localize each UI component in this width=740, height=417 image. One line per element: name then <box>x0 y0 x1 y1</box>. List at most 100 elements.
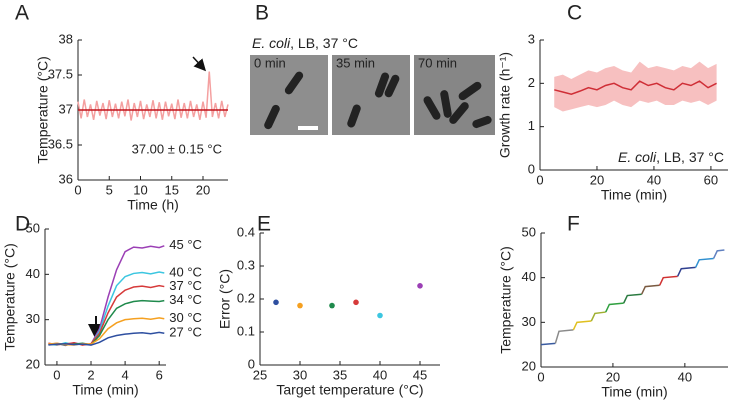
annotation-italic: E. coli <box>618 149 657 165</box>
y-tick-label: 50 <box>26 220 40 235</box>
point <box>417 283 423 289</box>
x-tick-label: 10 <box>133 182 147 197</box>
title-italic: E. coli <box>252 35 291 51</box>
line <box>605 302 624 313</box>
x-tick-label: 40 <box>373 367 387 382</box>
y-axis-label: Temperature (°C) <box>2 243 18 351</box>
point <box>297 302 303 309</box>
y-tick-label: 0.3 <box>237 257 255 272</box>
series-label: 34 °C <box>169 292 202 307</box>
y-tick-label: 30 <box>522 314 536 329</box>
line <box>48 271 165 346</box>
y-tick-label: 3 <box>528 31 535 46</box>
line <box>676 266 696 277</box>
series-label: 37 °C <box>169 278 202 293</box>
y-axis-label: Temperature (°C) <box>35 56 51 164</box>
x-axis-label: Time (min) <box>72 382 138 398</box>
cell <box>374 72 390 98</box>
series-label: 45 °C <box>169 237 202 252</box>
series-label: 27 °C <box>169 325 202 340</box>
frame-label: 70 min <box>418 55 457 70</box>
panel-letter: A <box>15 2 29 25</box>
x-tick-label: 5 <box>106 182 113 197</box>
y-tick-label: 0.4 <box>237 224 255 239</box>
line <box>554 329 574 344</box>
line <box>48 284 165 346</box>
y-tick-label: 1 <box>528 118 535 133</box>
point <box>329 302 335 309</box>
cell <box>347 104 361 128</box>
x-tick-label: 30 <box>293 367 307 382</box>
cell <box>264 104 280 130</box>
x-tick-label: 0 <box>74 182 81 197</box>
y-tick-label: 50 <box>522 224 536 239</box>
series-label: 40 °C <box>169 264 202 279</box>
x-tick-label: 4 <box>121 367 128 382</box>
point <box>273 299 279 306</box>
y-tick-label: 2 <box>528 75 535 90</box>
line <box>712 249 725 259</box>
frame-label: 35 min <box>336 55 375 70</box>
y-tick-label: 20 <box>522 358 536 373</box>
cell <box>284 71 304 95</box>
x-axis-label: Time (h) <box>127 197 179 213</box>
series-label: 30 °C <box>169 310 202 325</box>
annotation-text: , LB, 37 °C <box>656 149 724 165</box>
y-tick-label: 37 <box>59 101 73 116</box>
x-axis-label: Time (min) <box>601 187 667 203</box>
y-tick-label: 0 <box>528 161 535 176</box>
line <box>623 293 642 304</box>
cell <box>440 90 452 118</box>
y-tick-label: 0.1 <box>237 323 255 338</box>
y-tick-label: 40 <box>522 269 536 284</box>
point <box>377 312 383 319</box>
line <box>694 257 714 268</box>
panel-letter: D <box>15 213 30 236</box>
panel-letter: C <box>567 2 582 25</box>
title-text: , LB, 37 °C <box>290 35 358 51</box>
cell <box>458 81 482 101</box>
arrow <box>192 56 207 72</box>
line <box>590 311 606 322</box>
x-tick-label: 25 <box>253 367 267 382</box>
y-tick-label: 0 <box>248 356 255 371</box>
cell <box>423 96 441 120</box>
x-tick-label: 35 <box>333 367 347 382</box>
band <box>554 61 717 112</box>
frame-label: 0 min <box>254 55 286 70</box>
panel-letter: F <box>567 213 580 236</box>
annotation: 37.00 ± 0.15 °C <box>132 141 222 156</box>
panel-letter: E <box>257 213 271 236</box>
cell <box>449 102 469 124</box>
x-tick-label: 0 <box>537 369 544 384</box>
micrographs <box>250 55 495 135</box>
line <box>658 275 678 286</box>
y-tick-label: 0.2 <box>237 290 255 305</box>
x-tick-label: 0 <box>536 172 543 187</box>
cell <box>472 115 492 129</box>
cell <box>384 74 400 98</box>
y-tick-label: 20 <box>26 356 40 371</box>
x-tick-label: 20 <box>590 172 604 187</box>
x-tick-label: 40 <box>647 172 661 187</box>
panel-title: E. coli, LB, 37 °C <box>252 35 358 51</box>
y-tick-label: 40 <box>26 266 40 281</box>
point <box>353 299 359 306</box>
y-axis-label: Growth rate (h⁻¹) <box>497 52 513 158</box>
y-tick-label: 36.5 <box>48 136 73 151</box>
line <box>77 71 229 121</box>
x-tick-label: 40 <box>678 369 692 384</box>
annotation: E. coli, LB, 37 °C <box>618 149 724 165</box>
frame <box>250 55 328 135</box>
frame <box>332 55 410 135</box>
x-tick-label: 60 <box>704 172 718 187</box>
x-tick-label: 45 <box>413 367 427 382</box>
line <box>554 80 717 95</box>
line <box>572 320 592 331</box>
y-tick-label: 30 <box>26 311 40 326</box>
line <box>48 331 165 346</box>
x-tick-label: 0 <box>53 367 60 382</box>
y-tick-label: 37.5 <box>48 66 73 81</box>
x-axis-label: Target temperature (°C) <box>276 382 423 398</box>
